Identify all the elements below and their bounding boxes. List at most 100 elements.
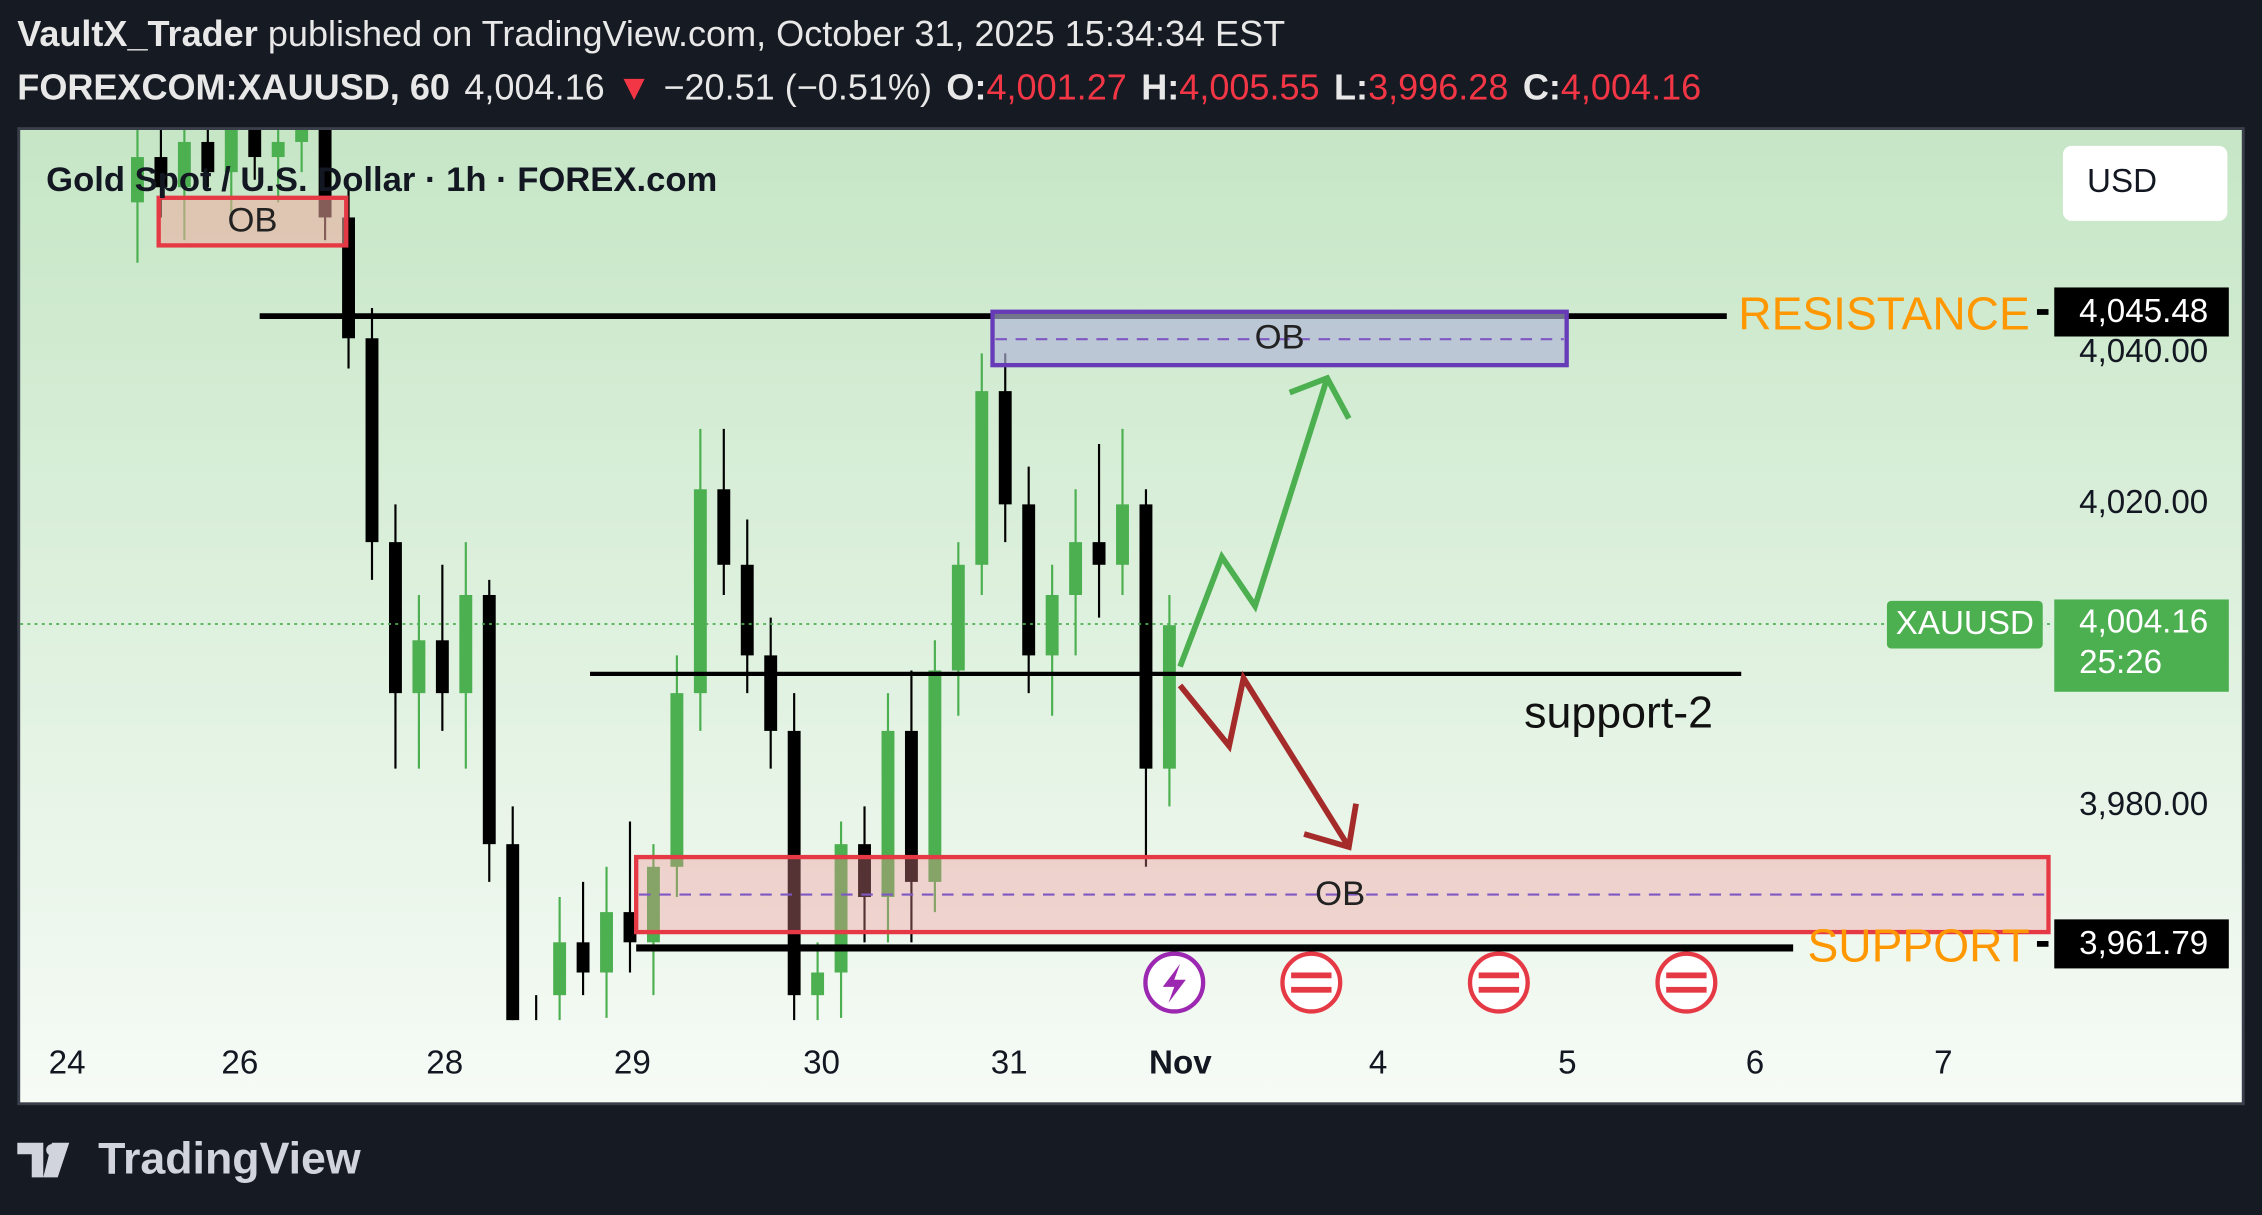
candle-body <box>670 693 684 867</box>
candle-body <box>342 217 355 339</box>
logo-dot <box>46 1144 58 1156</box>
header-line1: VaultX_Trader published on TradingView.co… <box>17 13 1285 54</box>
x-tick-label: 26 <box>221 1045 258 1082</box>
candle-body <box>1069 542 1083 595</box>
x-tick-label: 5 <box>1558 1045 1576 1082</box>
ohlc-value: 3,996.28 <box>1368 66 1508 107</box>
candle-body <box>951 564 965 671</box>
candle-body <box>389 542 402 694</box>
candle-body <box>365 338 379 543</box>
x-tick-label: 4 <box>1369 1045 1387 1082</box>
candle-body <box>1022 504 1036 656</box>
candle-body <box>459 594 473 694</box>
symbol-tag-label: XAUUSD <box>1896 605 2034 642</box>
flag-stripe <box>1478 972 1520 979</box>
candle-body <box>435 640 449 694</box>
header-line2: FOREXCOM:XAUUSD, 60 4,004.16 ▼ −20.51 (−0.5… <box>17 66 1701 107</box>
ob-label: OB <box>227 201 277 239</box>
flag-icon[interactable] <box>1280 951 1343 1014</box>
legend-title: Gold Spot / U.S. Dollar · 1h · FOREX.com <box>46 161 717 199</box>
up-arrow[interactable] <box>1177 377 1330 668</box>
brand: TradingView <box>98 1134 361 1183</box>
price-marker-dash <box>2036 941 2049 947</box>
y-tick-label: 4,040.00 <box>2079 333 2208 370</box>
candle-body <box>623 912 637 943</box>
price-marker <box>2054 287 2229 337</box>
flag-icon[interactable] <box>1467 951 1530 1014</box>
symbol: FOREXCOM:XAUUSD, 60 <box>17 66 450 107</box>
ohlc-value: 4,005.55 <box>1179 66 1319 107</box>
change: −20.51 (−0.51%) <box>663 66 932 107</box>
candle-body <box>928 670 942 882</box>
y-tick-label: 3,980.00 <box>2079 786 2208 823</box>
flag-stripe <box>1666 986 1707 993</box>
candle-body <box>1139 504 1153 769</box>
ohlc-key: C: <box>1523 66 1561 107</box>
x-tick-label: 30 <box>803 1045 840 1082</box>
down-arrow[interactable] <box>1177 670 1352 849</box>
candle-body <box>412 640 426 694</box>
candle-body <box>693 489 707 694</box>
candle-body <box>1092 542 1106 565</box>
price-marker <box>2054 919 2229 969</box>
currency-button[interactable] <box>2062 145 2228 221</box>
candle-body <box>553 942 567 996</box>
candle-body <box>131 157 144 203</box>
event-bolt <box>1162 963 1186 1003</box>
candle-body <box>271 141 285 158</box>
up-arrow-head <box>1288 374 1352 420</box>
candle-body <box>787 730 801 996</box>
candle-body <box>248 129 262 158</box>
candle-body <box>764 655 778 731</box>
candle-body <box>1162 625 1176 769</box>
down-arrow-head <box>1303 803 1359 851</box>
currency-label: USD <box>2087 163 2157 200</box>
ohlc-key: H: <box>1141 66 1179 107</box>
candle-body <box>740 564 754 656</box>
symbol-tag <box>1886 600 2043 649</box>
candle-body <box>1116 504 1129 565</box>
y-tick-label: 4,020.00 <box>2079 484 2208 521</box>
flag-stripe <box>1478 986 1520 993</box>
candle-body <box>646 866 660 943</box>
candle-body <box>576 942 590 973</box>
ohlc-value: 4,004.16 <box>1561 66 1701 107</box>
support-label: SUPPORT <box>1808 920 2030 972</box>
candle-body <box>295 129 309 142</box>
flag-stripe <box>1666 972 1707 979</box>
candle-body <box>1045 594 1059 656</box>
ohlc-key: O: <box>946 66 986 107</box>
resistance-label: RESISTANCE <box>1738 288 2030 340</box>
candle-body <box>717 489 731 565</box>
candle-body <box>975 391 989 565</box>
ob-box[interactable] <box>156 195 349 248</box>
drawings: OB OB support-2 OB RESISTANCE SUPPORT <box>156 195 2051 1014</box>
x-tick-label: 31 <box>991 1045 1028 1082</box>
last-price-label: 4,004.16 <box>2079 604 2208 641</box>
candle-body <box>224 129 238 173</box>
author[interactable]: VaultX_Trader <box>17 13 257 54</box>
price-marker-label: 4,045.48 <box>2079 293 2208 330</box>
ohlc-key: L: <box>1334 66 1368 107</box>
flag-icon[interactable] <box>1655 951 1718 1014</box>
candle-body <box>201 141 215 173</box>
candle-body <box>998 391 1012 505</box>
countdown-label: 25:26 <box>2079 644 2162 681</box>
ob-label: OB <box>1255 318 1305 356</box>
direction: ▼ <box>616 66 652 107</box>
candle-body <box>834 844 848 973</box>
support-2-label: support-2 <box>1524 689 1713 738</box>
x-tick-label: 7 <box>1934 1045 1952 1082</box>
flag-stripe <box>1291 986 1332 993</box>
logo: TradingView <box>17 1134 361 1183</box>
price-marker-dash <box>2036 309 2049 315</box>
last: 4,004.16 <box>464 66 604 107</box>
candle-body <box>811 972 825 996</box>
candle-body <box>506 844 520 1021</box>
candle-body <box>600 912 613 973</box>
x-tick-label: 28 <box>426 1045 463 1082</box>
flag-stripe <box>1291 972 1332 979</box>
ob-label: OB <box>1315 875 1365 913</box>
flag-icons <box>1280 951 1718 1014</box>
